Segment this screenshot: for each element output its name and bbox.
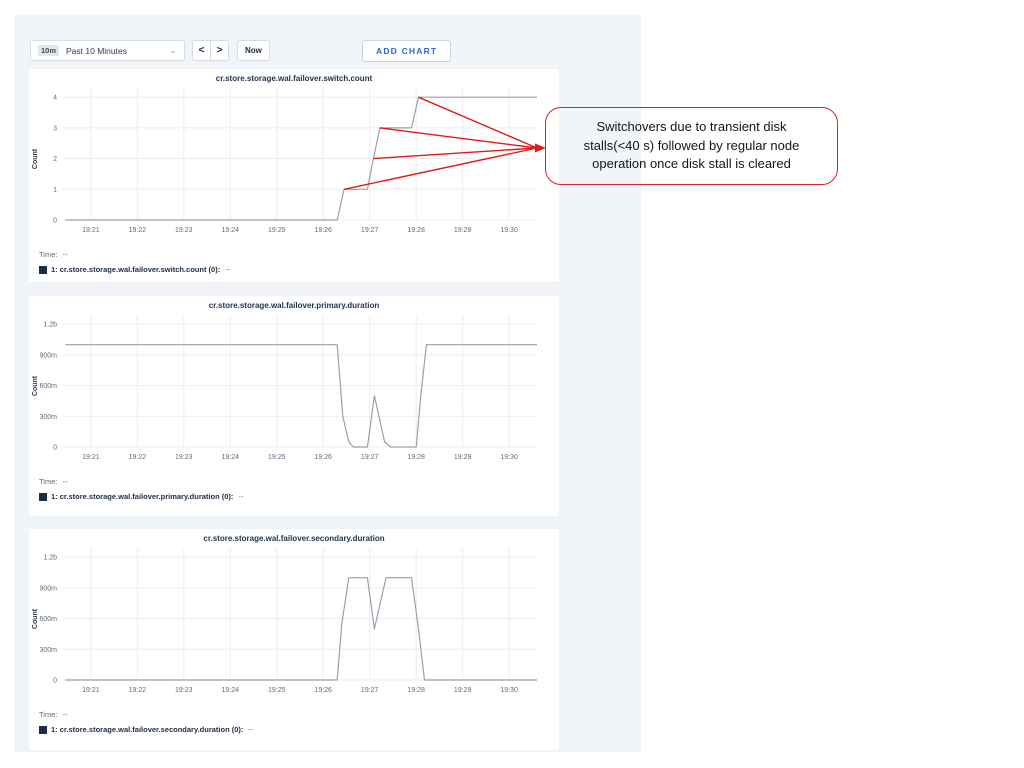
primary-duration-line-chart[interactable]: 19:21 19:22 19:23 19:24 19:25 19:26 19:27 19:28… [29,311,561,469]
y-tick-label: 3 [53,125,57,132]
x-tick-label: 19:21 [82,454,100,461]
time-window-dropdown[interactable]: 10m Past 10 Minutes ⌄ [30,40,185,61]
annotation-line: operation once disk stall is cleared [592,156,791,172]
chart-title: cr.store.storage.wal.failover.secondary.… [203,534,385,543]
legend-time-label: Time: [39,250,58,259]
x-tick-label: 19:25 [268,227,286,234]
x-tick-label: 19:26 [314,454,332,461]
chart-title: cr.store.storage.wal.failover.primary.du… [208,301,380,310]
y-axis-title: Count [32,608,39,629]
time-back-button[interactable]: < [192,40,211,61]
secondary-duration-line-chart[interactable]: 19:21 19:22 19:23 19:24 19:25 19:26 19:27 19:28… [29,544,561,702]
legend-time-label: Time: [39,710,58,719]
annotation-line: stalls(<40 s) followed by regular node [583,137,800,153]
y-axis-title: Count [32,375,39,396]
legend-series-label: 1: cr.store.storage.wal.failover.switch.… [51,265,221,274]
y-tick-label: 0 [53,678,57,685]
series-swatch [39,265,47,274]
y-tick-label: 1.2b [43,322,57,329]
chart-legend: Time: -- 1: cr.store.storage.wal.failove… [29,707,559,737]
legend-time-value: -- [62,710,68,719]
legend-time-row: Time: -- [39,474,559,489]
add-chart-button[interactable]: ADD CHART [362,40,452,62]
x-tick-label: 19:28 [407,687,425,694]
y-tick-label: 300m [39,647,57,654]
legend-series-row[interactable]: 1: cr.store.storage.wal.failover.primary… [39,489,559,504]
y-tick-label: 0 [53,218,57,225]
x-tick-label: 19:24 [222,454,240,461]
x-tick-label: 19:23 [175,687,193,694]
legend-series-label: 1: cr.store.storage.wal.failover.seconda… [51,725,244,734]
x-tick-label: 19:23 [175,454,193,461]
legend-series-value: -- [238,492,244,501]
y-tick-label: 2 [53,156,57,163]
time-window-label: Past 10 Minutes [66,45,127,56]
legend-series-row[interactable]: 1: cr.store.storage.wal.failover.switch.… [39,262,559,277]
legend-time-value: -- [62,250,68,259]
chart-legend: Time: -- 1: cr.store.storage.wal.failove… [29,247,559,277]
x-tick-label: 19:22 [129,454,147,461]
x-tick-label: 19:24 [222,227,240,234]
x-tick-label: 19:30 [500,687,518,694]
chevron-down-icon: ⌄ [169,45,177,55]
time-forward-button[interactable]: > [210,40,229,61]
legend-series-row[interactable]: 1: cr.store.storage.wal.failover.seconda… [39,722,559,737]
x-tick-label: 19:21 [82,687,100,694]
legend-series-value: -- [248,725,254,734]
annotation-line: Switchovers due to transient disk [596,119,787,135]
chart-card-secondary-duration: cr.store.storage.wal.failover.secondary.… [28,528,560,751]
chart-line [65,344,537,448]
legend-time-row: Time: -- [39,707,559,722]
x-tick-label: 19:22 [129,227,147,234]
chart-title: cr.store.storage.wal.failover.switch.cou… [215,74,373,83]
now-button[interactable]: Now [237,40,270,61]
x-tick-label: 19:27 [361,454,379,461]
x-tick-label: 19:28 [407,227,425,234]
legend-time-value: -- [62,477,68,486]
y-tick-label: 0 [53,445,57,452]
y-tick-label: 1.2b [43,555,57,562]
legend-time-row: Time: -- [39,247,559,262]
legend-time-label: Time: [39,477,58,486]
x-tick-label: 19:21 [82,227,100,234]
x-tick-label: 19:30 [500,454,518,461]
annotation-callout: Switchovers due to transient disk stalls… [545,107,838,185]
x-tick-label: 19:29 [454,227,472,234]
x-tick-label: 19:27 [361,687,379,694]
y-tick-label: 600m [39,383,57,390]
x-tick-label: 19:26 [314,687,332,694]
chart-card-switch-count: cr.store.storage.wal.failover.switch.cou… [28,68,560,283]
time-nav-group: < > [192,40,229,61]
x-tick-label: 19:26 [314,227,332,234]
x-tick-label: 19:28 [407,454,425,461]
x-tick-label: 19:30 [500,227,518,234]
series-swatch [39,725,47,734]
chevron-left-icon: < [198,45,205,56]
chart-card-primary-duration: cr.store.storage.wal.failover.primary.du… [28,295,560,517]
x-tick-label: 19:29 [454,454,472,461]
y-tick-label: 900m [39,585,57,592]
y-tick-label: 1 [53,187,57,194]
chart-legend: Time: -- 1: cr.store.storage.wal.failove… [29,474,559,504]
legend-series-value: -- [225,265,231,274]
chevron-right-icon: > [216,45,223,56]
switch-count-line-chart[interactable]: 19:21 19:22 19:23 19:24 19:25 19:26 19:27 19:28… [29,84,561,242]
x-tick-label: 19:29 [454,687,472,694]
x-tick-label: 19:23 [175,227,193,234]
legend-series-label: 1: cr.store.storage.wal.failover.primary… [51,492,234,501]
time-window-badge: 10m [38,44,60,57]
y-tick-label: 4 [53,95,57,102]
y-tick-label: 600m [39,616,57,623]
y-tick-label: 900m [39,352,57,359]
y-tick-label: 300m [39,414,57,421]
x-tick-label: 19:24 [222,687,240,694]
y-axis-title: Count [32,148,39,169]
x-tick-label: 19:22 [129,687,147,694]
series-swatch [39,492,47,501]
x-tick-label: 19:25 [268,687,286,694]
x-tick-label: 19:25 [268,454,286,461]
x-tick-label: 19:27 [361,227,379,234]
chart-line [65,577,537,681]
